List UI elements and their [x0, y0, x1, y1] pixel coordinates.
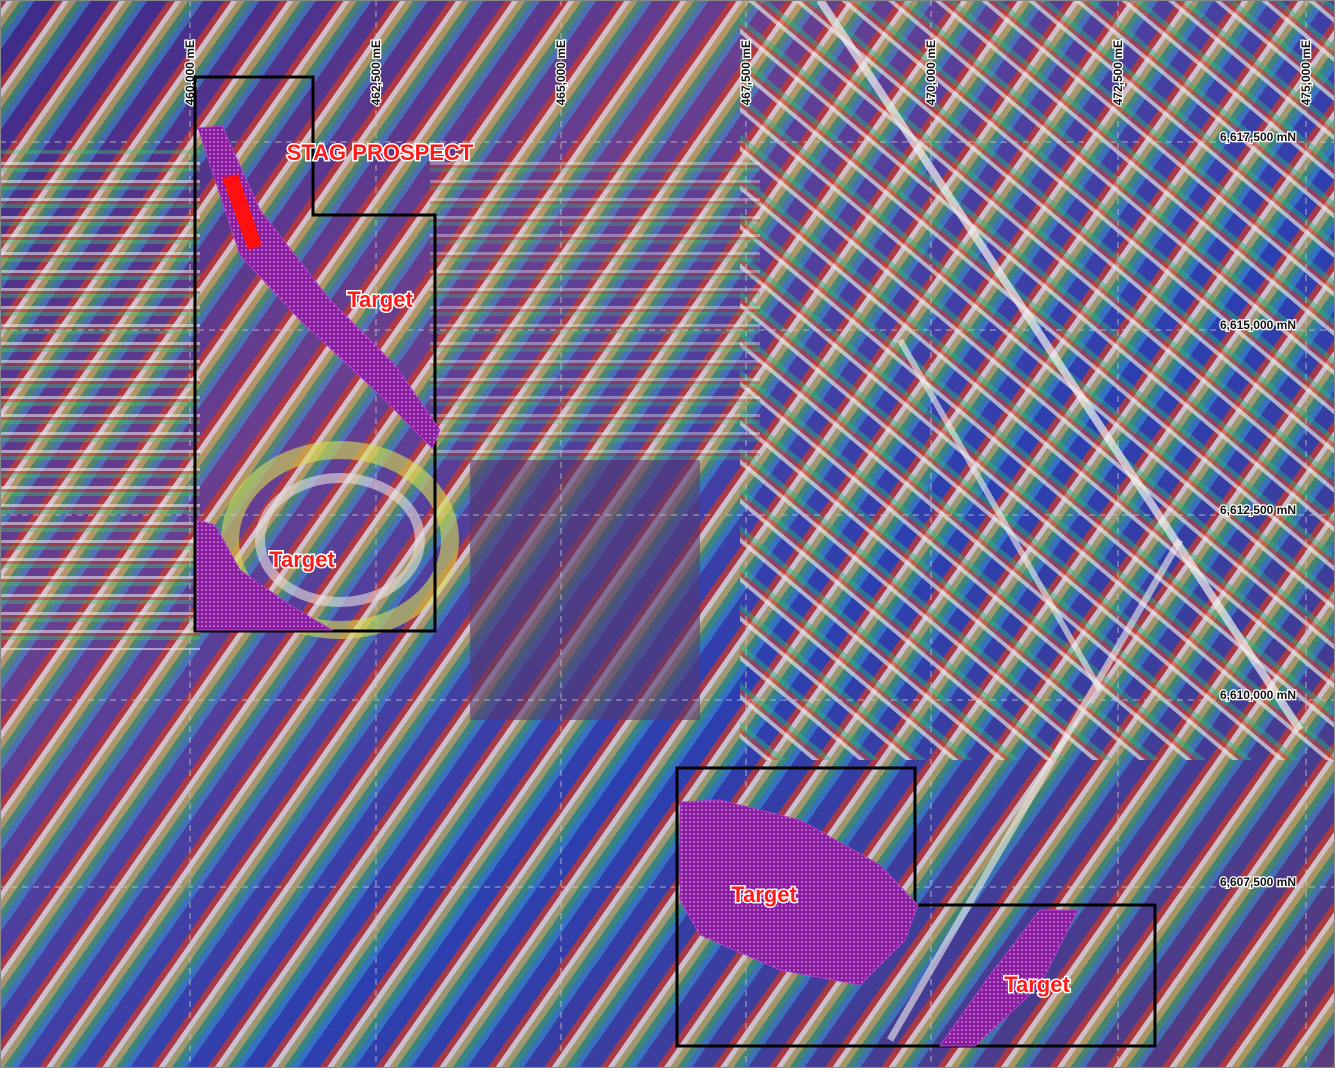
northing-label: 6,615,000 mN: [1220, 318, 1296, 332]
tenement-boundary: [675, 766, 1157, 1048]
target-label: Target: [347, 287, 413, 312]
tenement-boundary: [193, 75, 437, 633]
target-label: Target: [731, 882, 797, 907]
target-area: [196, 519, 334, 631]
target-label: Target: [269, 547, 335, 572]
tenements: [193, 75, 1157, 1048]
easting-label: 470,000 mE: [924, 40, 938, 105]
northing-label: 6,617,500 mN: [1220, 130, 1296, 144]
target-label: Target: [1004, 972, 1070, 997]
target-area: [939, 909, 1079, 1047]
target-areas: [196, 125, 1079, 1047]
northing-label: 6,610,000 mN: [1220, 688, 1296, 702]
prospect-label: STAG PROSPECT: [287, 140, 474, 165]
target-area: [679, 799, 919, 986]
easting-label: 467,500 mE: [739, 40, 753, 105]
easting-label: 475,000 mE: [1299, 40, 1313, 105]
northing-label: 6,612,500 mN: [1220, 503, 1296, 517]
easting-label: 465,000 mE: [554, 40, 568, 105]
target-area: [197, 125, 441, 449]
prospect-area: [222, 174, 262, 250]
easting-label: 462,500 mE: [369, 40, 383, 105]
northing-label: 6,607,500 mN: [1220, 875, 1296, 889]
labels: STAG PROSPECT Target Target Target Targe…: [268, 139, 1072, 999]
easting-label: 472,500 mE: [1111, 40, 1125, 105]
